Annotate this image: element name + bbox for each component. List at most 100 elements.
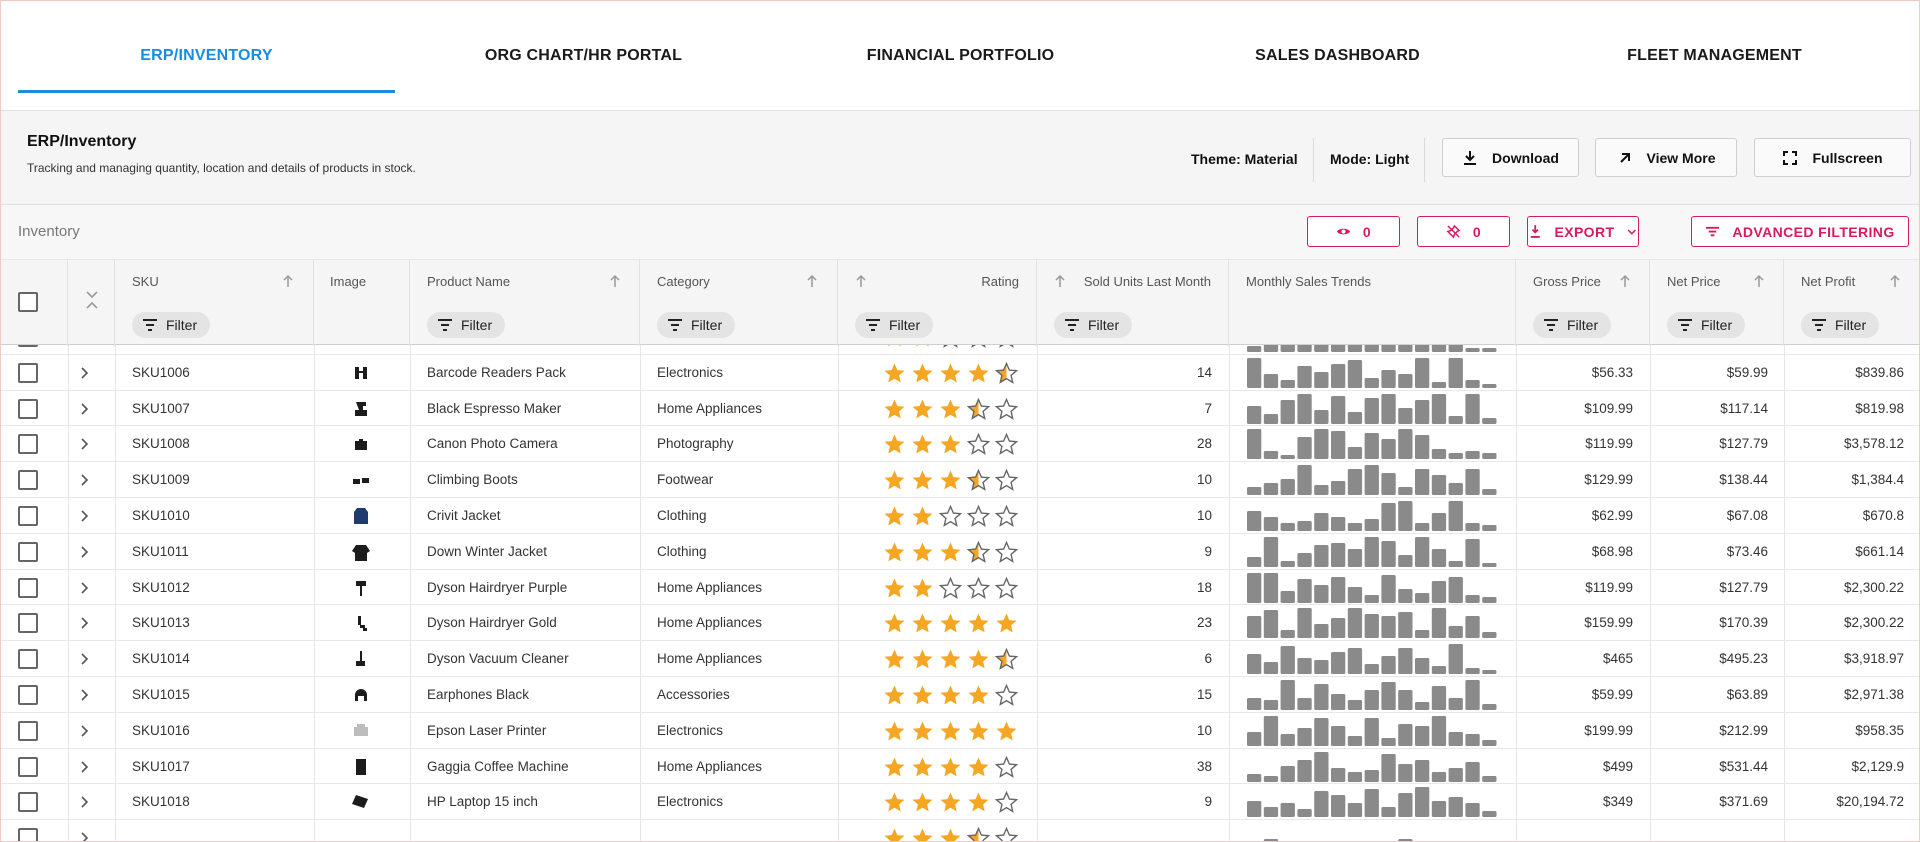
star-empty-icon[interactable] xyxy=(967,504,990,527)
star-filled-icon[interactable] xyxy=(967,648,990,670)
star-half-icon[interactable] xyxy=(967,540,990,563)
row-checkbox[interactable] xyxy=(18,684,38,705)
filter-chip[interactable]: Filter xyxy=(657,312,735,338)
star-empty-icon[interactable] xyxy=(995,345,1018,348)
column-header-net-price[interactable]: Net Price Filter xyxy=(1650,260,1784,346)
rating-stars[interactable] xyxy=(883,504,1018,527)
expand-row-chevron-icon[interactable] xyxy=(80,795,90,809)
star-filled-icon[interactable] xyxy=(883,720,906,742)
star-filled-icon[interactable] xyxy=(939,398,962,420)
rating-stars[interactable] xyxy=(883,720,1018,742)
rating-stars[interactable] xyxy=(883,540,1018,563)
star-filled-icon[interactable] xyxy=(883,791,906,813)
rating-stars[interactable] xyxy=(883,755,1018,778)
collapse-all-icon[interactable] xyxy=(85,290,99,310)
row-checkbox[interactable] xyxy=(18,470,38,491)
expand-row-chevron-icon[interactable] xyxy=(80,437,90,451)
star-empty-icon[interactable] xyxy=(939,504,962,527)
sort-arrow-icon[interactable] xyxy=(1753,274,1765,288)
expand-row-chevron-icon[interactable] xyxy=(80,402,90,416)
star-filled-icon[interactable] xyxy=(883,827,906,842)
star-filled-icon[interactable] xyxy=(883,756,906,778)
rating-stars[interactable] xyxy=(883,397,1018,420)
star-filled-icon[interactable] xyxy=(911,648,934,670)
expand-row-chevron-icon[interactable] xyxy=(80,724,90,738)
row-checkbox[interactable] xyxy=(18,792,38,813)
star-empty-icon[interactable] xyxy=(995,683,1018,706)
row-checkbox[interactable] xyxy=(18,828,38,841)
sort-arrow-icon[interactable] xyxy=(855,274,867,288)
advanced-filtering-button[interactable]: ADVANCED FILTERING xyxy=(1691,216,1909,247)
star-filled-icon[interactable] xyxy=(967,684,990,706)
tab-fleet-management[interactable]: FLEET MANAGEMENT xyxy=(1627,47,1802,64)
rating-stars[interactable] xyxy=(883,612,1018,634)
star-filled-icon[interactable] xyxy=(883,684,906,706)
column-header-monthly-sales-trends[interactable]: Monthly Sales Trends xyxy=(1229,260,1516,346)
rating-stars[interactable] xyxy=(883,345,1018,348)
rating-stars[interactable] xyxy=(883,827,1018,842)
star-filled-icon[interactable] xyxy=(883,541,906,563)
row-checkbox[interactable] xyxy=(18,398,38,419)
column-header-product-name[interactable]: Product Name Filter xyxy=(410,260,640,346)
row-checkbox[interactable] xyxy=(18,649,38,670)
expand-row-chevron-icon[interactable] xyxy=(80,581,90,595)
star-filled-icon[interactable] xyxy=(883,469,906,491)
theme-selector[interactable]: Theme: Material xyxy=(1191,151,1298,167)
star-filled-icon[interactable] xyxy=(911,398,934,420)
star-filled-icon[interactable] xyxy=(939,827,962,842)
sort-arrow-icon[interactable] xyxy=(609,274,621,288)
star-empty-icon[interactable] xyxy=(995,397,1018,420)
star-filled-icon[interactable] xyxy=(883,505,906,527)
star-half-icon[interactable] xyxy=(967,469,990,492)
star-filled-icon[interactable] xyxy=(883,433,906,455)
star-filled-icon[interactable] xyxy=(939,469,962,491)
filter-chip[interactable]: Filter xyxy=(1054,312,1132,338)
star-half-icon[interactable] xyxy=(995,361,1018,384)
expand-row-chevron-icon[interactable] xyxy=(80,652,90,666)
star-half-icon[interactable] xyxy=(967,397,990,420)
star-filled-icon[interactable] xyxy=(995,612,1018,634)
star-empty-icon[interactable] xyxy=(995,827,1018,842)
rating-stars[interactable] xyxy=(883,683,1018,706)
table-row[interactable]: SKU1016 Epson Laser Printer Electronics 10 $… xyxy=(1,712,1919,749)
star-filled-icon[interactable] xyxy=(939,541,962,563)
expand-row-chevron-icon[interactable] xyxy=(80,473,90,487)
star-filled-icon[interactable] xyxy=(939,720,962,742)
rating-stars[interactable] xyxy=(883,469,1018,492)
table-row[interactable] xyxy=(1,820,1919,842)
table-row[interactable]: SKU1006 Barcode Readers Pack Electronics 14… xyxy=(1,354,1919,391)
fullscreen-button[interactable]: Fullscreen xyxy=(1754,138,1911,177)
star-filled-icon[interactable] xyxy=(883,398,906,420)
export-button[interactable]: EXPORT xyxy=(1527,216,1639,247)
rating-stars[interactable] xyxy=(883,576,1018,599)
table-row[interactable]: SKU1014 Dyson Vacuum Cleaner Home Applianc… xyxy=(1,641,1919,678)
row-checkbox[interactable] xyxy=(18,541,38,562)
star-filled-icon[interactable] xyxy=(939,433,962,455)
filter-chip[interactable]: Filter xyxy=(132,312,210,338)
column-header-sold-units[interactable]: Sold Units Last Month Filter xyxy=(1037,260,1229,346)
star-filled-icon[interactable] xyxy=(939,791,962,813)
star-filled-icon[interactable] xyxy=(911,720,934,742)
star-filled-icon[interactable] xyxy=(911,612,934,634)
expand-row-chevron-icon[interactable] xyxy=(80,760,90,774)
filter-chip[interactable]: Filter xyxy=(1667,312,1745,338)
star-filled-icon[interactable] xyxy=(967,612,990,634)
expand-row-chevron-icon[interactable] xyxy=(80,616,90,630)
star-empty-icon[interactable] xyxy=(995,540,1018,563)
table-row[interactable]: SKU1010 Crivit Jacket Clothing 10 $62.99 $67.… xyxy=(1,497,1919,534)
filter-chip[interactable]: Filter xyxy=(1801,312,1879,338)
sort-arrow-icon[interactable] xyxy=(806,274,818,288)
table-row[interactable]: SKU1013 Dyson Hairdryer Gold Home Applianc… xyxy=(1,605,1919,642)
star-filled-icon[interactable] xyxy=(911,505,934,527)
column-header-sku[interactable]: SKU Filter xyxy=(115,260,314,346)
star-filled-icon[interactable] xyxy=(939,362,962,384)
star-filled-icon[interactable] xyxy=(883,648,906,670)
star-empty-icon[interactable] xyxy=(995,433,1018,456)
rating-stars[interactable] xyxy=(883,791,1018,814)
table-row[interactable]: SKU1005 Barcode Reader Electronics 5 $31.48 $… xyxy=(1,345,1919,355)
column-header-category[interactable]: Category Filter xyxy=(640,260,838,346)
rating-stars[interactable] xyxy=(883,433,1018,456)
view-more-button[interactable]: View More xyxy=(1595,138,1737,177)
row-checkbox[interactable] xyxy=(18,756,38,777)
row-checkbox[interactable] xyxy=(18,720,38,741)
